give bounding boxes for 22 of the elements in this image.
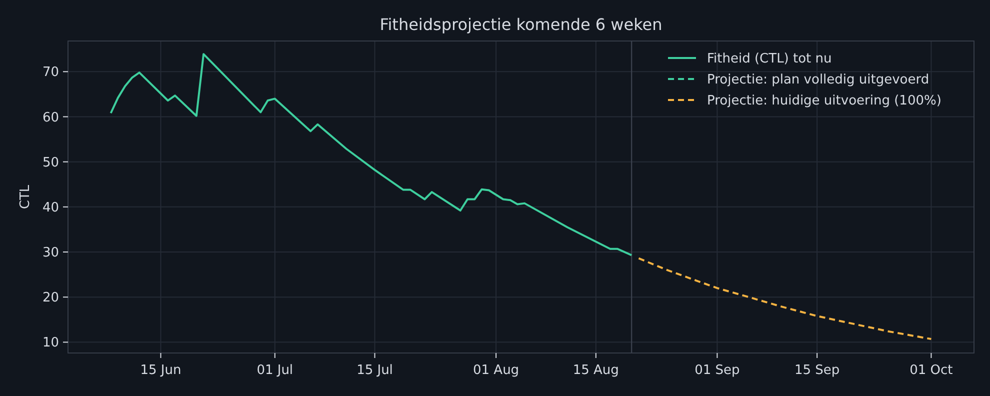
line-series xyxy=(110,53,633,256)
x-tick-label: 01 Oct xyxy=(910,363,953,378)
y-axis-title: CTL xyxy=(18,184,33,210)
legend-label: Projectie: plan volledig uitgevoerd xyxy=(707,72,930,88)
x-tick-label: 01 Jul xyxy=(256,363,294,378)
y-tick-label: 30 xyxy=(42,246,59,261)
y-tick-label: 50 xyxy=(42,155,59,170)
line-series xyxy=(638,257,932,340)
legend-label: Fitheid (CTL) tot nu xyxy=(707,52,832,67)
x-tick-label: 15 Sep xyxy=(794,363,840,378)
x-tick-label: 15 Aug xyxy=(572,363,619,378)
x-tick-label: 01 Aug xyxy=(473,363,520,378)
y-tick-label: 70 xyxy=(42,65,59,80)
x-tick-label: 15 Jul xyxy=(356,363,393,378)
y-tick-label: 10 xyxy=(42,336,59,351)
legend-label: Projectie: huidige uitvoering (100%) xyxy=(707,94,942,109)
x-tick-label: 01 Sep xyxy=(694,363,740,378)
y-tick-label: 60 xyxy=(42,110,59,126)
y-tick-label: 20 xyxy=(42,290,59,306)
chart-title: Fitheidsprojectie komende 6 weken xyxy=(380,15,662,34)
x-tick-label: 15 Jun xyxy=(140,363,182,378)
y-tick-label: 40 xyxy=(42,200,59,216)
